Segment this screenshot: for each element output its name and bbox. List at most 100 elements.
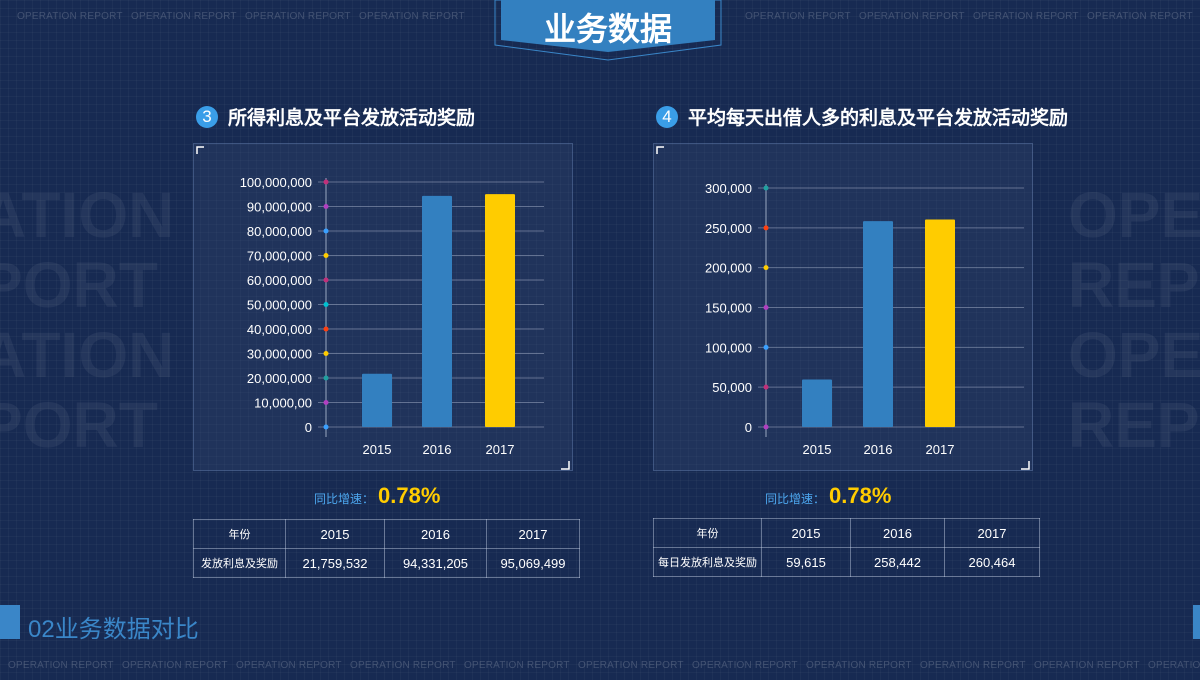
growth-label: 同比增速： xyxy=(314,492,375,506)
table-cell: 发放利息及奖励 xyxy=(193,548,286,578)
watermark-top-left: OPERATION REPORT OPERATION REPORT OPERATIO… xyxy=(17,11,487,22)
watermark-text: OPERATION REPORT xyxy=(236,660,342,671)
bar-2015 xyxy=(362,373,392,427)
x-tick-label: 2015 xyxy=(803,442,832,457)
watermark-text: OPERATION REPORT xyxy=(920,660,1026,671)
table-cell: 每日发放利息及奖励 xyxy=(653,547,762,577)
section-3-title: 3 所得利息及平台发放活动奖励 xyxy=(196,103,475,130)
table-cell: 258,442 xyxy=(850,547,945,577)
table-cell: 2015 xyxy=(285,519,385,549)
y-tick-label: 80,000,000 xyxy=(247,224,312,239)
axis-dot xyxy=(323,179,329,185)
x-tick-label: 2017 xyxy=(926,442,955,457)
axis-dot xyxy=(323,302,329,307)
table-header-row: 年份 2015 2016 2017 xyxy=(193,519,580,549)
y-tick-label: 60,000,000 xyxy=(247,273,312,288)
growth-rate-1: 同比增速： 0.78% xyxy=(314,483,440,509)
table-cell: 2016 xyxy=(384,519,487,549)
y-tick-label: 0 xyxy=(745,420,752,435)
section-4-title: 4 平均每天出借人多的利息及平台发放活动奖励 xyxy=(656,103,1068,130)
axis-dot xyxy=(763,344,769,350)
bar-chart-daily-rewards: 0 50,000 100,000 150,000 200,000 250,000 300,0… xyxy=(656,146,1030,470)
footer-accent-bar-right xyxy=(1193,605,1200,639)
axis-dot xyxy=(763,384,769,390)
watermark-text: OPERATION REPORT xyxy=(350,660,456,671)
growth-value: 0.78% xyxy=(829,483,892,508)
axis-dot xyxy=(323,375,329,381)
y-tick-label: 150,000 xyxy=(705,301,752,316)
watermark-top-right: OPERATION REPORT OPERATION REPORT OPERATIO… xyxy=(745,11,1200,22)
watermark-text: OPERATION REPORT xyxy=(859,11,965,22)
y-tick-label: 100,000,000 xyxy=(240,175,312,190)
bar-2016 xyxy=(863,221,893,427)
watermark-text: OPERATION REPORT xyxy=(359,11,465,22)
y-tick-label: 300,000 xyxy=(705,181,752,196)
watermark-bottom: OPERATION REPORT OPERATION REPORT OPERATIO… xyxy=(8,660,1200,671)
watermark-text: OPERATION REPORT xyxy=(122,660,228,671)
axis-dot xyxy=(763,305,769,310)
table-cell: 2017 xyxy=(944,518,1040,548)
watermark-text: OPERATION REPORT xyxy=(464,660,570,671)
table-cell: 年份 xyxy=(653,518,762,548)
axis-dot xyxy=(323,424,329,430)
y-tick-label: 30,000,000 xyxy=(247,347,312,362)
number-badge: 4 xyxy=(656,105,678,128)
bar-2017 xyxy=(925,219,955,427)
growth-label: 同比增速： xyxy=(765,492,826,506)
growth-value: 0.78% xyxy=(378,483,441,508)
table-cell: 260,464 xyxy=(944,547,1040,577)
watermark-text: OPERATION REPORT xyxy=(245,11,351,22)
x-tick-label: 2015 xyxy=(363,442,392,457)
table-cell: 95,069,499 xyxy=(486,548,580,578)
axis-dot xyxy=(323,204,329,209)
axis-dot xyxy=(763,265,769,271)
watermark-text: OPERATION REPORT xyxy=(17,11,123,22)
data-table-2: 年份 2015 2016 2017 每日发放利息及奖励 59,615 258,4… xyxy=(653,518,1040,577)
data-table-1: 年份 2015 2016 2017 发放利息及奖励 21,759,532 94,… xyxy=(193,519,580,578)
y-tick-label: 90,000,000 xyxy=(247,200,312,215)
chart-frame-1: 0 10,000,00 20,000,000 30,000,000 40,000,000… xyxy=(193,143,573,471)
axis-dot xyxy=(323,228,329,234)
bar-2016 xyxy=(422,195,452,427)
x-tick-label: 2017 xyxy=(486,442,515,457)
x-tick-label: 2016 xyxy=(423,442,452,457)
y-tick-label: 40,000,000 xyxy=(247,322,312,337)
axis-dot xyxy=(763,424,769,430)
watermark-text: OPERATION REPORT xyxy=(131,11,237,22)
watermark-big-left: ATION PORT ATION PORT xyxy=(0,179,175,461)
watermark-text: OPERATION REPORT xyxy=(1148,660,1200,671)
watermark-text: OPERATION REPORT xyxy=(1034,660,1140,671)
table-cell: 2017 xyxy=(486,519,580,549)
bar-2017 xyxy=(485,194,515,427)
table-cell: 21,759,532 xyxy=(285,548,385,578)
footer-accent-bar xyxy=(0,605,20,639)
growth-rate-2: 同比增速： 0.78% xyxy=(765,483,891,509)
watermark-text: OPERATION REPORT xyxy=(806,660,912,671)
header-banner xyxy=(494,0,722,61)
y-tick-label: 10,000,00 xyxy=(254,396,312,411)
y-tick-label: 250,000 xyxy=(705,221,752,236)
table-cell: 2015 xyxy=(761,518,851,548)
bar-2015 xyxy=(802,379,832,427)
corner-mark xyxy=(1021,461,1030,470)
page-title: 业务数据 xyxy=(543,11,672,47)
watermark-big-right: OPE REP OPE REP xyxy=(1068,179,1200,461)
table-cell: 59,615 xyxy=(761,547,851,577)
watermark-text: OPERATION REPORT xyxy=(745,11,851,22)
table-row: 发放利息及奖励 21,759,532 94,331,205 95,069,499 xyxy=(193,548,580,578)
watermark-text: OPERATION REPORT xyxy=(973,11,1079,22)
x-tick-label: 2016 xyxy=(864,442,893,457)
y-tick-label: 0 xyxy=(305,420,312,435)
corner-mark xyxy=(196,146,204,154)
y-tick-label: 20,000,000 xyxy=(247,371,312,386)
chart-frame-2: 0 50,000 100,000 150,000 200,000 250,000 300,0… xyxy=(653,143,1033,471)
table-row: 每日发放利息及奖励 59,615 258,442 260,464 xyxy=(653,547,1040,577)
corner-mark xyxy=(561,461,570,470)
axis-dot xyxy=(323,326,329,332)
watermark-text: OPERATION REPORT xyxy=(1087,11,1193,22)
y-tick-label: 50,000,000 xyxy=(247,298,312,313)
y-tick-label: 200,000 xyxy=(705,261,752,276)
footer-section-title: 02业务数据对比 xyxy=(28,616,199,643)
axis-dot xyxy=(323,253,329,258)
axis-dot xyxy=(323,277,329,283)
